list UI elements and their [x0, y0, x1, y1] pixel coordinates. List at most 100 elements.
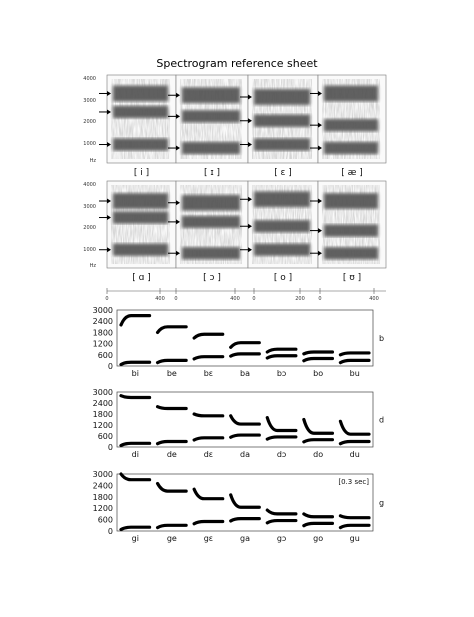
- syllable-label: gi: [132, 534, 139, 543]
- f2-formant: [338, 514, 371, 520]
- f2-formant: [265, 347, 298, 354]
- syllable-label: gɛ: [204, 534, 213, 543]
- spectrogram-row: 4000 3000 2000 1000 Hz [ i ] [ ɪ ] [ ɛ ] [ æ ]: [83, 74, 387, 178]
- formant-arrow-head: [248, 142, 252, 148]
- f1-formant: [119, 525, 152, 532]
- time-ruler-tick-label: 0: [252, 296, 255, 302]
- formant-arrow-head: [176, 113, 180, 119]
- f2-formant: [265, 508, 298, 516]
- time-ruler-tick-label: 0: [105, 296, 108, 302]
- syllable-label: bi: [132, 369, 139, 378]
- f2-formant: [119, 314, 152, 327]
- f1-formant: [229, 517, 261, 523]
- f1-formant: [302, 521, 335, 528]
- time-ruler-tick-label: 400: [230, 296, 240, 302]
- syllable-label: da: [240, 450, 250, 459]
- f2-formant: [229, 414, 261, 426]
- f2-formant: [338, 351, 371, 357]
- formant-arrow-head: [248, 223, 252, 229]
- f1-formant: [338, 439, 371, 446]
- syllable-label: go: [313, 534, 323, 543]
- syllable-label: bɛ: [204, 369, 213, 378]
- formant-arrow-head: [107, 109, 111, 115]
- f1-formant: [155, 358, 188, 365]
- spectrogram-cell: [ ɪ ]: [168, 74, 249, 178]
- formant-arrow-head: [176, 250, 180, 256]
- formant-arrow-head: [318, 122, 322, 128]
- syllable-label: bu: [350, 369, 360, 378]
- time-ruler-tick-label: 400: [369, 296, 379, 302]
- f1-formant: [192, 519, 225, 526]
- spectrogram-cell: [ æ ]: [310, 74, 387, 178]
- formant-panel-frame: [116, 309, 374, 367]
- f2-formant: [155, 481, 188, 493]
- syllable-label: di: [132, 450, 139, 459]
- time-scale-label: [0.3 sec]: [338, 478, 369, 486]
- vowel-label: [ i ]: [134, 168, 149, 178]
- formant-arrow-head: [318, 250, 322, 256]
- spectrogram-y-tick: 3000: [83, 98, 96, 104]
- formant-arrow-head: [107, 142, 111, 148]
- formant-arrow-head: [176, 200, 180, 206]
- formant-y-tick: 1200: [93, 504, 113, 513]
- formant-arrow-head: [318, 198, 322, 204]
- formant-panel: 3000 2400 1800 1200 600 0 b bi be bɛ ba bɔ bo bu: [93, 306, 384, 378]
- spectrogram-noise: [252, 79, 312, 159]
- formant-y-tick: 3000: [93, 470, 113, 479]
- formant-arrow-head: [107, 198, 111, 204]
- f1-formant: [338, 523, 371, 530]
- spectrogram-y-tick: Hz: [90, 263, 97, 269]
- f2-formant: [119, 472, 152, 482]
- f1-formant: [302, 356, 335, 363]
- formant-panel-frame: [116, 473, 374, 532]
- formant-arrow-head: [176, 145, 180, 151]
- spectrogram-noise: [180, 185, 242, 264]
- spectrogram-cell: [ i ]: [99, 74, 177, 178]
- f2-formant: [302, 512, 335, 519]
- spectrogram-row: 4000 3000 2000 1000 Hz [ ɑ ] [ ɔ ] [ o ] [ ʊ ]: [83, 180, 387, 283]
- spectrogram-cell: [ ɑ ]: [99, 180, 177, 283]
- spectrogram-noise: [322, 185, 380, 264]
- f2-formant: [192, 412, 225, 418]
- formant-y-tick: 0: [108, 443, 113, 452]
- f1-formant: [229, 433, 261, 439]
- syllable-label: ba: [240, 369, 250, 378]
- syllable-label: du: [350, 450, 360, 459]
- syllable-label: dɔ: [277, 450, 286, 459]
- formant-arrow-head: [318, 90, 322, 96]
- spectrogram-noise: [111, 79, 170, 159]
- vowel-label: [ æ ]: [341, 168, 363, 178]
- formant-y-tick: 0: [108, 527, 113, 536]
- f1-formant: [229, 352, 261, 358]
- syllable-label: be: [167, 369, 177, 378]
- syllable-label: ge: [167, 534, 177, 543]
- formant-arrow-head: [107, 247, 111, 253]
- formant-panels: 3000 2400 1800 1200 600 0 b bi be bɛ ba bɔ bo bu 3000 2…: [93, 306, 384, 543]
- syllable-label: dɛ: [204, 450, 213, 459]
- f2-formant: [192, 487, 225, 501]
- formant-y-tick: 600: [98, 432, 113, 441]
- spectrogram-y-tick: 1000: [83, 247, 96, 253]
- f1-formant: [192, 355, 225, 361]
- f2-formant: [192, 332, 225, 340]
- time-ruler-tick-label: 200: [295, 296, 305, 302]
- vowel-label: [ ɛ ]: [274, 168, 292, 178]
- spectrogram-y-tick: 3000: [83, 204, 96, 210]
- f2-formant: [229, 341, 261, 349]
- vowel-label: [ ɪ ]: [204, 168, 220, 178]
- f2-formant: [229, 493, 261, 509]
- f2-formant: [265, 416, 298, 433]
- time-ruler-tick-label: 400: [155, 296, 165, 302]
- consonant-label: d: [379, 416, 384, 425]
- f2-formant: [302, 350, 335, 356]
- formant-y-tick: 0: [108, 362, 113, 371]
- consonant-label: b: [379, 334, 384, 343]
- formant-arrow-head: [318, 228, 322, 234]
- syllable-label: do: [313, 450, 323, 459]
- formant-y-tick: 3000: [93, 388, 113, 397]
- f2-formant: [338, 419, 371, 436]
- spectrogram-y-tick: 2000: [83, 119, 96, 125]
- formant-y-tick: 2400: [93, 317, 113, 326]
